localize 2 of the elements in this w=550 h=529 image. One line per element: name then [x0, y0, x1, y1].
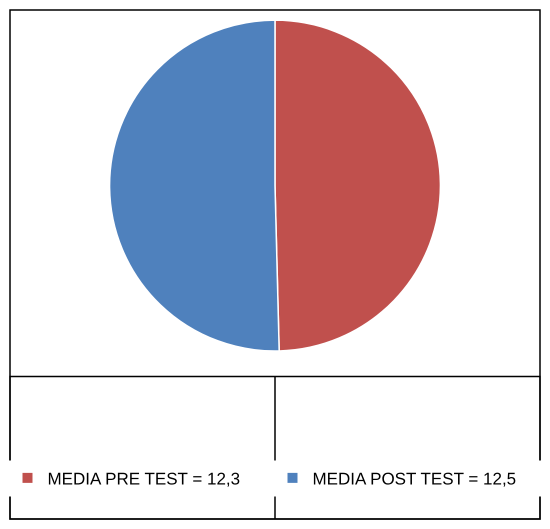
- legend-label: MEDIA POST TEST = 12,5: [312, 469, 516, 488]
- legend-label: MEDIA PRE TEST = 12,3: [48, 469, 240, 488]
